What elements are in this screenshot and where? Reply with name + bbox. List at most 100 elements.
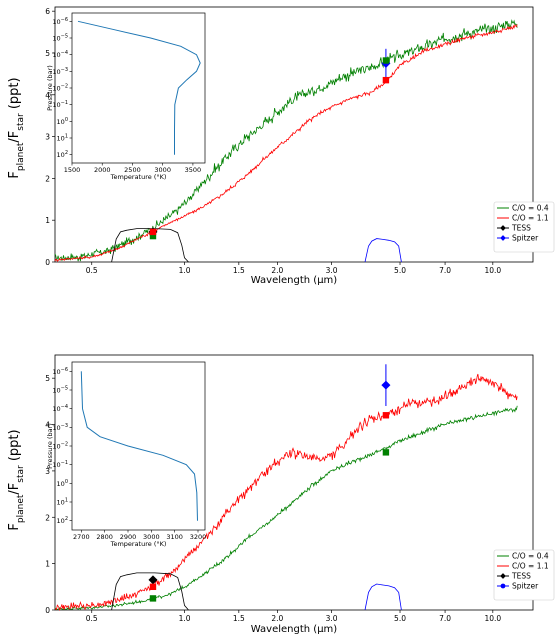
inset-profile-line <box>80 371 198 521</box>
legend-label: C/O = 1.1 <box>512 214 549 223</box>
top-panel: 0.5 1.0 1.5 2.0 3.0 5.0 7.0 10.0 0 1 2 3 4 5 6 C/O = 0.… <box>7 6 555 286</box>
inset-x-tick-label: 2900 <box>120 533 137 541</box>
data-point <box>149 228 157 236</box>
plot-frame <box>54 6 534 263</box>
x-tick-label: 3.0 <box>326 266 338 275</box>
legend-label: Spitzer <box>512 582 539 591</box>
series-line <box>54 405 518 611</box>
data-point <box>148 575 158 585</box>
bottom-plot-area: 0.5 1.0 1.5 2.0 3.0 5.0 7.0 10.0 0 1 2 3 4 5 C/O = 0.4… <box>45 354 555 623</box>
y-tick-label: 3 <box>45 467 50 476</box>
series-line <box>54 24 518 262</box>
series-line <box>111 228 189 263</box>
legend-marker <box>500 235 506 241</box>
legend-marker <box>500 583 506 589</box>
data-point <box>382 76 390 84</box>
y-tick-label: 5 <box>45 374 50 383</box>
legend-label: Spitzer <box>512 234 539 243</box>
inset-y-tick-label: 10−6 <box>52 17 68 26</box>
x-tick-label: 5.0 <box>394 614 406 623</box>
legend-label: C/O = 0.4 <box>512 204 549 213</box>
x-tick-label: 7.0 <box>439 266 451 275</box>
legend-marker <box>500 225 506 231</box>
inset-x-tick-label: 2000 <box>94 166 111 174</box>
x-tick-label: 1.5 <box>233 266 245 275</box>
series-line <box>364 583 402 611</box>
x-tick-label: 0.5 <box>86 614 98 623</box>
inset-x-tick-label: 1500 <box>64 166 81 174</box>
inset-y-tick-label: 10−3 <box>52 423 68 432</box>
inset-plot: 1500 2000 2500 3000 3500 10−6 10−5 10−4 10−3 10−2… <box>46 12 206 181</box>
inset-y-tick-label: 102 <box>57 150 68 159</box>
inset-x-axis-label: Temperature (°K) <box>110 173 167 181</box>
data-point <box>149 583 157 591</box>
plot-frame <box>54 354 534 611</box>
inset-y-tick-label: 10−2 <box>52 84 68 93</box>
inset-y-axis-label: Pressure (bar) <box>46 423 54 469</box>
y-tick-label: 4 <box>45 91 50 100</box>
y-tick-label: 1 <box>45 560 50 569</box>
legend-marker <box>500 573 506 579</box>
inset-y-tick-label: 10−6 <box>52 367 68 376</box>
x-tick-label: 2.0 <box>271 266 283 275</box>
x-tick-label: 1.0 <box>179 614 191 623</box>
x-tick-label: 10.0 <box>484 266 501 275</box>
inset-y-tick-label: 10−1 <box>52 460 68 469</box>
y-tick-label: 0 <box>45 258 50 267</box>
x-tick-label: 1.5 <box>233 614 245 623</box>
legend-box <box>493 201 555 253</box>
x-tick-label: 1.0 <box>179 266 191 275</box>
inset-x-tick-label: 3500 <box>185 166 202 174</box>
legend-box <box>493 549 555 601</box>
inset-plot: 2700 2800 2900 3000 3100 320010−610−510−410−3… <box>46 361 206 548</box>
data-point <box>382 449 390 456</box>
legend-label: TESS <box>511 572 531 581</box>
x-tick-label: 3.0 <box>326 614 338 623</box>
series-line <box>364 238 402 263</box>
y-tick-label: 1 <box>45 216 50 225</box>
inset-x-axis-label: Temperature (°K) <box>110 540 167 548</box>
inset-frame <box>71 361 206 531</box>
series-line <box>111 572 189 611</box>
inset-x-tick-label: 2500 <box>124 166 141 174</box>
x-tick-label: 0.5 <box>86 266 98 275</box>
y-tick-label: 5 <box>45 49 50 58</box>
inset-x-tick-label: 3000 <box>143 533 160 541</box>
y-tick-label: 4 <box>45 421 50 430</box>
legend-label: C/O = 0.4 <box>512 552 549 561</box>
top-y-axis-label: Fplanet/Fstar (ppt) <box>7 77 26 178</box>
x-tick-label: 7.0 <box>439 614 451 623</box>
inset-x-tick-label: 2800 <box>96 533 113 541</box>
inset-y-tick-label: 101 <box>57 498 68 507</box>
inset-x-tick-label: 3000 <box>154 166 171 174</box>
inset-y-tick-label: 101 <box>57 134 68 143</box>
data-point <box>149 595 157 602</box>
y-tick-label: 2 <box>45 174 50 183</box>
top-plot-area: 0.5 1.0 1.5 2.0 3.0 5.0 7.0 10.0 0 1 2 3 4 5 6 C/O = 0.… <box>45 6 555 275</box>
top-x-axis-label: Wavelength (µm) <box>251 275 338 286</box>
inset-y-tick-label: 10−1 <box>52 100 68 109</box>
inset-y-tick-label: 102 <box>57 516 68 525</box>
inset-y-tick-label: 10−2 <box>52 442 68 451</box>
data-point <box>382 57 390 64</box>
inset-y-tick-label: 10−4 <box>52 404 68 413</box>
series-line <box>54 19 518 262</box>
inset-y-tick-label: 10−5 <box>52 386 68 395</box>
inset-profile-line <box>77 20 201 155</box>
inset-y-tick-label: 10−3 <box>52 67 68 76</box>
x-tick-label: 5.0 <box>394 266 406 275</box>
legend-label: C/O = 1.1 <box>512 562 549 571</box>
inset-x-tick-label: 3100 <box>166 533 183 541</box>
y-tick-label: 0 <box>45 606 50 615</box>
inset-y-axis-label: Pressure (bar) <box>46 65 54 111</box>
inset-x-tick-label: 2700 <box>73 533 90 541</box>
x-tick-label: 2.0 <box>271 614 283 623</box>
y-tick-label: 6 <box>45 7 50 16</box>
data-point <box>149 232 157 240</box>
bottom-y-axis-label: Fplanet/Fstar (ppt) <box>7 429 26 530</box>
inset-y-tick-label: 100 <box>57 117 68 126</box>
bottom-panel: 0.5 1.0 1.5 2.0 3.0 5.0 7.0 10.0 0 1 2 3 4 5 C/O = 0.4… <box>7 354 555 635</box>
data-point <box>381 380 391 390</box>
data-point <box>382 412 390 419</box>
